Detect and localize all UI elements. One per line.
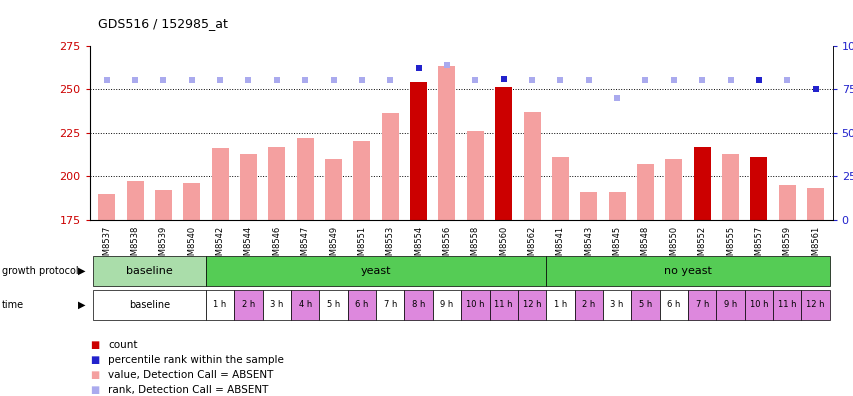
Bar (608, 192, 625, 220)
Text: 1 h: 1 h (213, 301, 227, 309)
Bar (154, 190, 171, 220)
Text: 6 h: 6 h (666, 301, 680, 309)
Text: ▶: ▶ (78, 266, 85, 276)
Text: ■: ■ (90, 369, 99, 380)
Text: growth protocol: growth protocol (2, 266, 78, 276)
Text: 6 h: 6 h (355, 301, 368, 309)
Bar (240, 154, 257, 220)
Bar (92, 256, 206, 286)
Bar (659, 290, 688, 320)
Text: ■: ■ (90, 339, 99, 350)
Text: baseline: baseline (125, 266, 172, 276)
Bar (489, 290, 517, 320)
Text: percentile rank within the sample: percentile rank within the sample (108, 354, 284, 365)
Bar (517, 290, 546, 320)
Text: 5 h: 5 h (638, 301, 652, 309)
Bar (98, 194, 115, 220)
Bar (438, 67, 455, 220)
Text: 3 h: 3 h (610, 301, 623, 309)
Bar (579, 192, 596, 220)
Text: 12 h: 12 h (522, 301, 541, 309)
Text: 12 h: 12 h (805, 301, 824, 309)
Bar (347, 290, 375, 320)
Bar (602, 290, 630, 320)
Bar (495, 88, 512, 220)
Bar (744, 290, 772, 320)
Bar (630, 290, 659, 320)
Text: time: time (2, 300, 24, 310)
Text: ■: ■ (90, 385, 99, 395)
Text: 10 h: 10 h (749, 301, 767, 309)
Bar (636, 164, 653, 220)
Bar (375, 290, 404, 320)
Text: 2 h: 2 h (241, 301, 255, 309)
Text: baseline: baseline (129, 300, 170, 310)
Text: 4 h: 4 h (299, 301, 311, 309)
Bar (523, 112, 540, 220)
Bar (688, 290, 716, 320)
Text: ▶: ▶ (78, 300, 85, 310)
Text: 8 h: 8 h (411, 301, 425, 309)
Bar (467, 131, 484, 220)
Bar (126, 181, 143, 220)
Text: 3 h: 3 h (270, 301, 283, 309)
Bar (750, 157, 767, 220)
Text: count: count (108, 339, 138, 350)
Bar (716, 290, 744, 320)
Bar (778, 185, 795, 220)
Bar (325, 159, 342, 220)
Bar (664, 159, 682, 220)
Bar (183, 183, 200, 220)
Bar (263, 290, 291, 320)
Bar (319, 290, 347, 320)
Bar (206, 256, 546, 286)
Text: yeast: yeast (361, 266, 391, 276)
Bar (721, 154, 738, 220)
Bar (772, 290, 800, 320)
Text: value, Detection Call = ABSENT: value, Detection Call = ABSENT (108, 369, 274, 380)
Bar (574, 290, 602, 320)
Bar (693, 147, 710, 220)
Bar (268, 147, 285, 220)
Text: ■: ■ (90, 354, 99, 365)
Bar (461, 290, 489, 320)
Text: 7 h: 7 h (694, 301, 708, 309)
Bar (800, 290, 829, 320)
Bar (212, 148, 229, 220)
Text: 1 h: 1 h (553, 301, 566, 309)
Bar (432, 290, 461, 320)
Text: 11 h: 11 h (494, 301, 513, 309)
Bar (806, 188, 823, 220)
Text: 5 h: 5 h (327, 301, 339, 309)
Text: 11 h: 11 h (777, 301, 796, 309)
Bar (353, 141, 370, 220)
Bar (546, 290, 574, 320)
Bar (234, 290, 263, 320)
Text: 2 h: 2 h (582, 301, 595, 309)
Bar (409, 82, 426, 220)
Bar (546, 256, 829, 286)
Bar (381, 114, 398, 220)
Text: GDS516 / 152985_at: GDS516 / 152985_at (98, 17, 228, 30)
Bar (92, 290, 206, 320)
Text: 9 h: 9 h (440, 301, 453, 309)
Text: no yeast: no yeast (664, 266, 711, 276)
Text: 9 h: 9 h (723, 301, 736, 309)
Bar (404, 290, 432, 320)
Bar (206, 290, 234, 320)
Bar (551, 157, 568, 220)
Text: rank, Detection Call = ABSENT: rank, Detection Call = ABSENT (108, 385, 269, 395)
Text: 10 h: 10 h (466, 301, 484, 309)
Bar (291, 290, 319, 320)
Bar (296, 138, 313, 220)
Text: 7 h: 7 h (383, 301, 397, 309)
